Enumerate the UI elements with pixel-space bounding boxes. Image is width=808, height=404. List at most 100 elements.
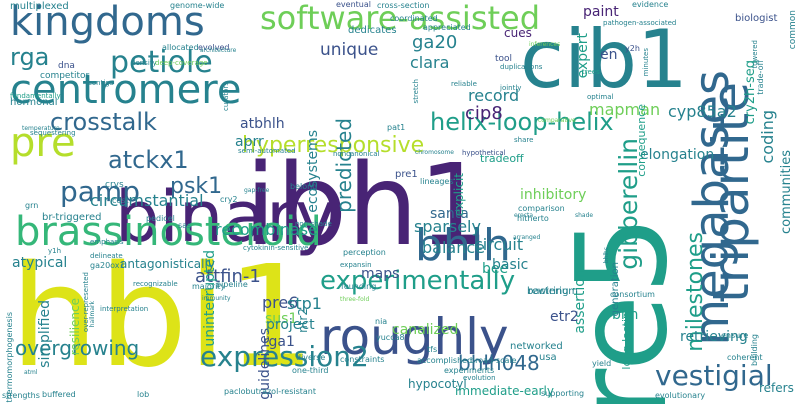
word: aprr [235,134,264,150]
word: ensure [721,331,749,340]
word: rga1 [263,334,295,350]
word: stp1 [287,294,322,313]
word: roughly [320,308,509,366]
word: yucca8 [376,333,405,342]
word: reliable [451,80,477,88]
word: bhlh [415,220,511,271]
word: expansin [340,261,372,269]
word: cry2 [220,195,238,204]
word: shade [575,212,594,219]
word: architecture [200,47,237,54]
word: etr2 [550,309,579,325]
word: bhlhs [603,247,610,264]
word: software-assisted [260,0,541,37]
word: communities [779,150,794,234]
word: bim [612,307,639,323]
word: atypical [12,255,68,271]
word: atckx1 [108,146,189,174]
word: usa [539,352,557,363]
word: consequence [635,104,648,177]
word: temperature [22,125,60,132]
word: delineate [90,252,123,260]
word: semi-automated [238,147,296,155]
word: curators [222,82,230,112]
word: consortium [610,290,655,299]
word: appreciated [423,23,471,32]
word: belong [290,182,318,191]
word: coordinated [390,14,438,23]
word: lob [137,390,150,399]
word: explicit [452,173,466,217]
word: cip8 [465,103,503,124]
word: pre [10,120,76,166]
word: ecosystems [305,130,321,213]
word: hitherto [517,214,549,223]
word: circuit [474,235,524,254]
word: majority [192,282,226,291]
word: helix-loop-helix [430,108,614,136]
word: atml [24,369,38,376]
word: nia [375,317,388,326]
word: cib1 [520,13,688,106]
word: cost [112,196,129,205]
word: crys [105,180,124,190]
word: evolution [463,374,496,382]
word: overgrowing [15,336,140,360]
word: bee [482,261,509,277]
word: cross-section [377,1,430,10]
word: hallmark [89,301,96,328]
word: experimentally [320,266,516,296]
word: deep-coverage [155,59,208,67]
word: strengths [2,391,40,400]
word: pathogen-associated [603,19,677,27]
word: petiole [110,45,213,80]
word: comparative [538,117,576,124]
word: building [750,334,759,367]
word: sas [178,221,192,230]
word: inferences [529,41,561,48]
word: fundamentally [10,92,61,100]
word: simplified [37,300,53,368]
word: elongation [640,147,715,163]
word: gap-free [244,187,270,194]
word: paint [583,4,619,20]
word: maps [361,266,400,282]
word: atbhlh [240,116,285,132]
word: experiments [444,366,495,375]
word: pamp [60,175,140,208]
word: kingdoms [10,0,205,45]
word: three-fold [340,296,370,303]
word: supporting [541,389,585,398]
word: ga20 [412,32,458,53]
word: y2h [625,44,640,53]
word: coherent [727,353,763,362]
word: immunity [202,295,231,302]
word: clara [410,53,450,72]
word: canalized [392,322,459,338]
word: interpretation [100,305,149,313]
word: thermomorphogenesis [5,312,14,403]
word: diverse [296,353,326,362]
word: circumstantial [90,191,204,210]
word: pipeline [216,280,248,289]
word: brassinosteroid [15,209,322,255]
word: ga20ox1 [90,261,125,270]
word: trade-off [756,60,765,95]
word: cyp85a2 [668,102,737,121]
word: en [600,47,618,63]
word: sparsely [414,217,481,236]
word: yield [592,359,612,368]
word: attfin-1 [195,266,261,287]
word: centromere [10,67,242,113]
word: psk1 [170,174,223,199]
word: resilience [68,298,82,356]
word: dedicates [348,25,397,36]
word: evolved [198,43,230,52]
word: comparison [518,204,565,213]
word: expression2 [200,340,369,373]
word: inhibitory [520,187,587,203]
word: predicted [332,118,356,213]
word: competitor [40,71,90,81]
word: pre1 [395,169,418,180]
word: common [788,10,798,50]
